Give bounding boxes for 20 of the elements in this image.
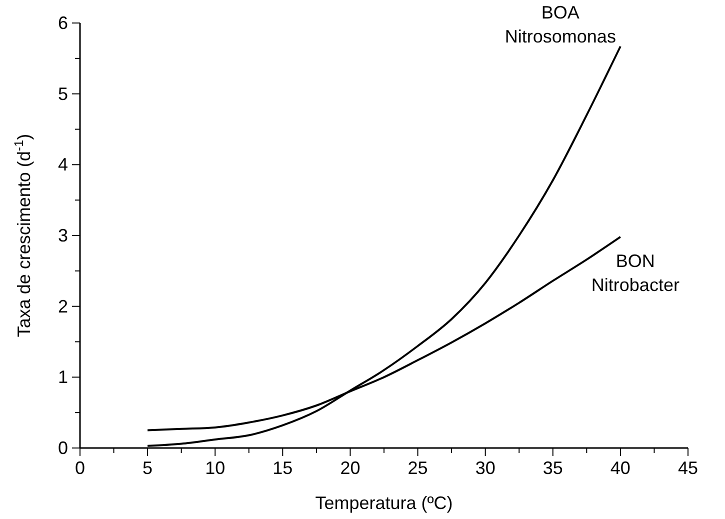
y-tick-label: 4	[58, 154, 68, 175]
y-tick-label: 1	[58, 367, 68, 388]
x-tick-label: 30	[475, 458, 496, 478]
x-tick-label: 5	[142, 458, 153, 478]
x-tick-label: 15	[272, 458, 293, 478]
x-tick-label: 45	[678, 458, 698, 478]
x-axis-title: Temperatura (ºC)	[315, 493, 453, 513]
y-tick-label: 5	[58, 84, 68, 104]
series-label: BOA Nitrosomonas	[504, 2, 616, 46]
x-tick-label: 0	[74, 458, 86, 478]
y-tick-label: 0	[58, 438, 68, 458]
x-tick-label: 20	[340, 458, 360, 478]
y-tick-label: 6	[58, 13, 68, 33]
x-tick-label: 40	[610, 458, 630, 478]
x-tick-label: 25	[408, 458, 428, 478]
y-tick-label: 2	[58, 296, 68, 316]
x-tick-label: 35	[542, 458, 563, 478]
series-label: BON Nitrobacter	[591, 250, 680, 295]
x-tick-label: 10	[205, 458, 226, 478]
y-tick-label: 3	[58, 226, 68, 246]
